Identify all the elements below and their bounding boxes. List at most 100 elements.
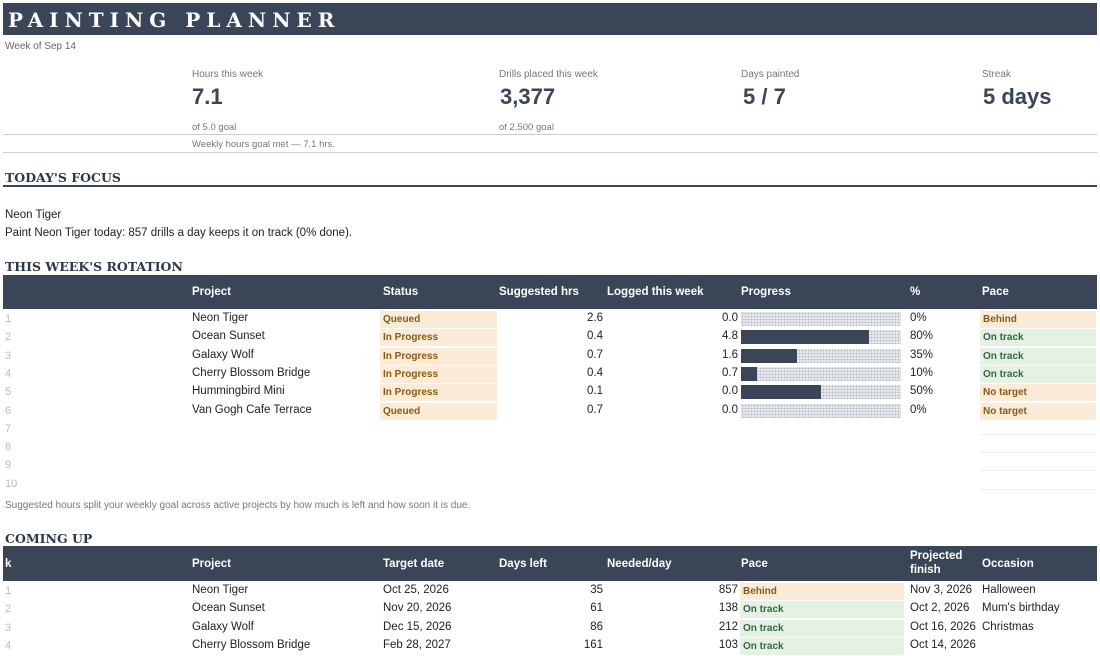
progress-bar <box>741 367 901 381</box>
row-needed-day: 138 <box>718 602 738 614</box>
row-logged: 0.7 <box>722 367 738 379</box>
row-needed-day: 103 <box>718 639 738 651</box>
row-days-left: 35 <box>590 584 603 596</box>
pace-label: On track <box>743 623 784 634</box>
status-badge: Queued <box>380 311 497 328</box>
row-number: 2 <box>5 603 12 615</box>
row-suggested-hrs: 0.4 <box>587 330 603 342</box>
col-projected: Projected <box>910 550 963 562</box>
row-number: 8 <box>5 441 12 453</box>
row-projected-finish: Oct 2, 2026 <box>910 602 970 614</box>
status-badge: Queued <box>380 403 497 420</box>
col-percent: % <box>910 286 921 298</box>
days-label: Days painted <box>741 69 800 80</box>
row-number: 5 <box>5 386 12 398</box>
col-days-left: Days left <box>499 558 547 570</box>
row-number: 4 <box>5 368 12 380</box>
row-projected-finish: Nov 3, 2026 <box>910 584 973 596</box>
row-project[interactable]: Cherry Blossom Bridge <box>192 639 311 651</box>
row-number: 3 <box>5 350 12 362</box>
status-label: In Progress <box>383 369 439 380</box>
row-number: 6 <box>5 405 12 417</box>
row-suggested-hrs: 0.7 <box>587 404 603 416</box>
pace-badge: On track <box>740 638 904 655</box>
pace-label: Behind <box>743 586 777 597</box>
row-projected-finish: Oct 14, 2026 <box>910 639 976 651</box>
row-number: 1 <box>5 313 12 325</box>
row-days-left: 86 <box>590 621 603 633</box>
row-occasion: Christmas <box>982 621 1034 633</box>
progress-bar <box>741 330 901 344</box>
col-finish: finish <box>910 564 941 576</box>
pace-badge: On track <box>740 601 904 618</box>
focus-rule <box>3 185 1097 187</box>
row-percent: 80% <box>910 330 934 342</box>
status-badge: In Progress <box>380 348 497 365</box>
row-project[interactable]: Van Gogh Cafe Terrace <box>192 404 312 416</box>
row-percent: 10% <box>910 367 934 379</box>
pace-badge: No target <box>980 384 1096 401</box>
days-value: 5 / 7 <box>743 84 786 109</box>
row-project[interactable]: Cherry Blossom Bridge <box>192 367 311 379</box>
row-logged: 4.8 <box>722 330 738 342</box>
row-occasion: Halloween <box>982 584 1036 596</box>
row-project[interactable]: Galaxy Wolf <box>192 621 254 633</box>
row-occasion: Mum's birthday <box>982 602 1060 614</box>
pace-badge: Behind <box>740 583 904 600</box>
coming-heading: COMING UP <box>5 531 93 546</box>
progress-fill <box>741 385 821 399</box>
coming-header-row: k Project Target date Days left Needed/d… <box>3 546 1097 581</box>
pace-badge: On track <box>980 366 1096 383</box>
row-number: 7 <box>5 423 12 435</box>
progress-fill <box>741 330 869 344</box>
col-logged: Logged this week <box>607 286 704 298</box>
drills-value: 3,377 <box>500 84 556 109</box>
col-occasion: Occasion <box>982 558 1034 570</box>
col-project: Project <box>192 558 231 570</box>
row-project[interactable]: Neon Tiger <box>192 584 249 596</box>
hours-goal-note: Weekly hours goal met — 7.1 hrs. <box>192 139 335 150</box>
row-project[interactable]: Neon Tiger <box>192 312 249 324</box>
row-project[interactable]: Ocean Sunset <box>192 330 265 342</box>
pace-label: On track <box>983 369 1024 380</box>
hours-label: Hours this week <box>192 69 264 80</box>
page-title: PAINTING PLANNER <box>8 8 341 32</box>
row-suggested-hrs: 2.6 <box>587 312 603 324</box>
empty-pace-cell <box>980 452 1096 453</box>
row-number: 1 <box>5 585 12 597</box>
status-badge: In Progress <box>380 366 497 383</box>
status-badge: In Progress <box>380 384 497 401</box>
col-pace: Pace <box>741 558 768 570</box>
col-project: Project <box>192 286 231 298</box>
rotation-note: Suggested hours split your weekly goal a… <box>5 500 471 511</box>
progress-bar <box>741 404 901 418</box>
status-label: Queued <box>383 406 421 417</box>
rotation-header-row: Project Status Suggested hrs Logged this… <box>3 275 1097 309</box>
row-target-date: Dec 15, 2026 <box>383 621 452 633</box>
row-project[interactable]: Galaxy Wolf <box>192 349 254 361</box>
status-label: Queued <box>383 314 421 325</box>
progress-fill <box>741 349 797 363</box>
focus-message: Paint Neon Tiger today: 857 drills a day… <box>5 227 353 239</box>
row-logged: 0.0 <box>722 312 738 324</box>
pace-label: On track <box>743 641 784 652</box>
empty-pace-cell <box>980 434 1096 435</box>
row-number: 4 <box>5 640 12 652</box>
row-project[interactable]: Hummingbird Mini <box>192 385 285 397</box>
col-progress: Progress <box>741 286 791 298</box>
progress-bar <box>741 312 901 326</box>
empty-pace-cell <box>980 489 1096 490</box>
pace-label: On track <box>743 604 784 615</box>
progress-bar <box>741 349 901 363</box>
row-number: 3 <box>5 622 12 634</box>
hours-goal: of 5.0 goal <box>192 122 237 133</box>
row-logged: 0.0 <box>722 404 738 416</box>
focus-heading: TODAY'S FOCUS <box>5 170 121 185</box>
row-project[interactable]: Ocean Sunset <box>192 602 265 614</box>
status-label: In Progress <box>383 332 439 343</box>
row-days-left: 161 <box>583 639 603 651</box>
row-percent: 0% <box>910 404 927 416</box>
row-percent: 50% <box>910 385 934 397</box>
col-pace: Pace <box>982 286 1009 298</box>
status-label: In Progress <box>383 387 439 398</box>
